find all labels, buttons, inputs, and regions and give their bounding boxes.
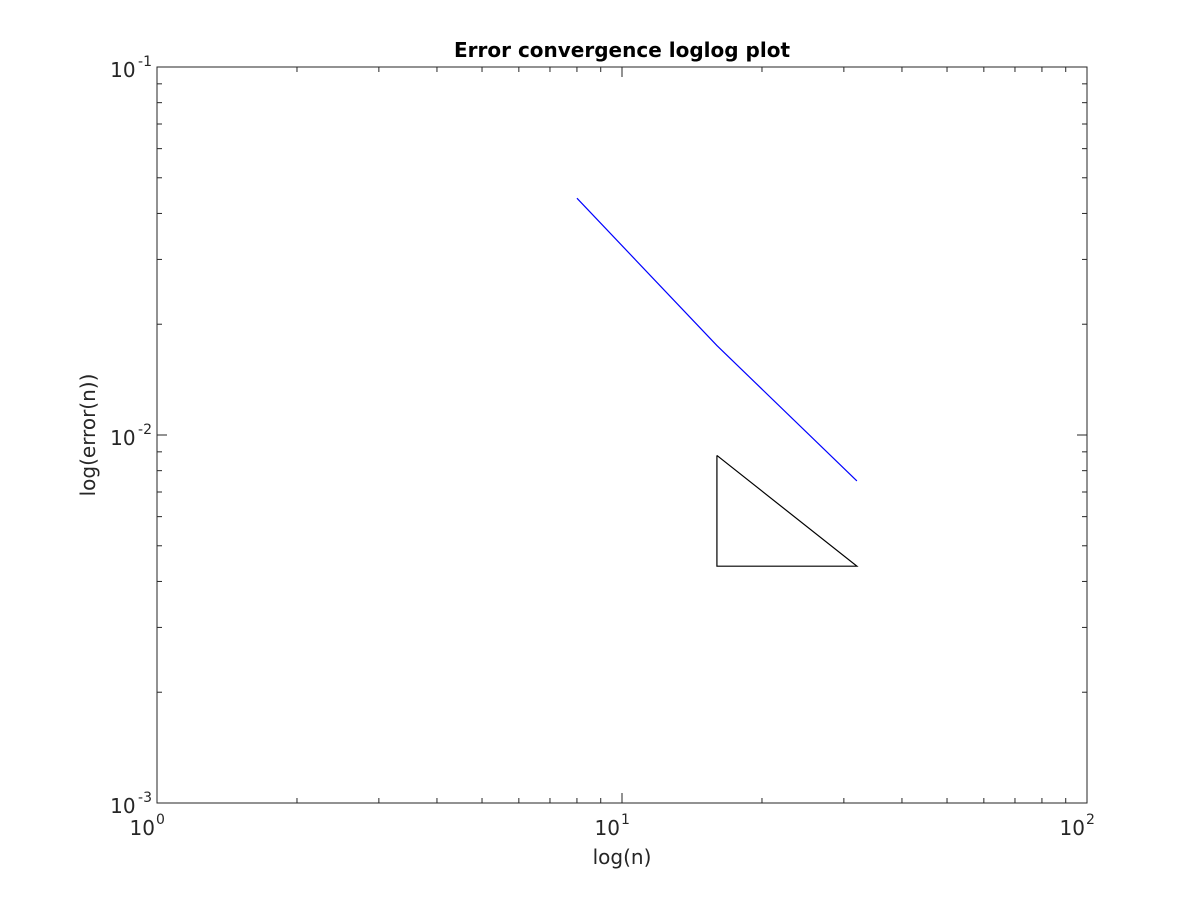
series-layer (576, 197, 859, 567)
slope-triangle (716, 454, 859, 567)
x-tick-label-exponent: 1 (621, 812, 630, 828)
y-tick-label-base: 10 (110, 58, 135, 82)
y-axis-label: log(error(n)) (76, 374, 100, 497)
x-axis-label: log(n) (593, 845, 652, 869)
minor-ticks (157, 67, 1087, 803)
y-tick-label-base: 10 (110, 794, 135, 818)
x-tick-label-base: 10 (130, 816, 155, 840)
y-tick-label-exponent: -2 (138, 422, 152, 438)
y-tick-label-exponent: -1 (138, 54, 152, 70)
y-tick-labels: -310-210-110 (110, 54, 152, 818)
x-tick-label: 10 2 (1060, 812, 1095, 840)
y-tick-label: -110 (110, 54, 152, 82)
y-tick-label-base: 10 (110, 426, 135, 450)
x-tick-label-exponent: 2 (1086, 812, 1095, 828)
x-tick-labels: 10 0 10 1 10 2 (130, 812, 1095, 840)
y-tick-label: -310 (110, 790, 152, 818)
x-tick-label-base: 10 (1060, 816, 1085, 840)
error-series-line (576, 197, 858, 482)
chart-title: Error convergence loglog plot (454, 38, 790, 62)
y-tick-label-exponent: -3 (138, 790, 152, 806)
axes-box (156, 66, 1088, 804)
x-tick-label-exponent: 0 (156, 812, 165, 828)
x-tick-label: 10 0 (130, 812, 165, 840)
y-tick-label: -210 (110, 422, 152, 450)
plot-area (157, 67, 1087, 803)
x-tick-label-base: 10 (595, 816, 620, 840)
x-tick-label: 10 1 (595, 812, 630, 840)
